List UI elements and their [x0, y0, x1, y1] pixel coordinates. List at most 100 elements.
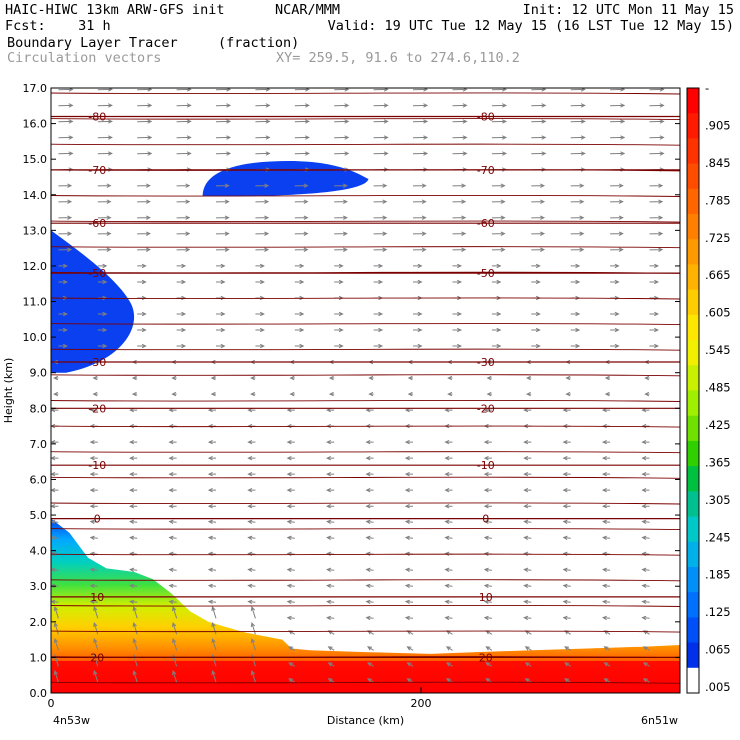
wind-vector [294, 135, 310, 140]
wind-vector [207, 487, 216, 493]
isotherm-label: -30 [477, 356, 495, 369]
colorbar-label: .665 [705, 268, 731, 282]
wind-vector [326, 455, 335, 461]
wind-vector [601, 535, 611, 541]
wind-vector [215, 199, 230, 204]
wind-vector [58, 279, 68, 285]
wind-vector [216, 263, 226, 269]
wind-vector [89, 551, 98, 557]
wind-vector [58, 343, 68, 349]
wind-vector [97, 199, 112, 204]
wind-vector [368, 375, 374, 381]
wind-vector [137, 295, 147, 301]
y-tick-label: 17.0 [23, 82, 48, 95]
wind-vector [250, 375, 256, 381]
wind-vector [445, 646, 453, 651]
colorbar-swatch [687, 314, 699, 341]
wind-vector [444, 599, 453, 605]
wind-vector [171, 375, 177, 381]
wind-vector [601, 487, 611, 493]
wind-vector [641, 455, 650, 461]
colorbar-label: .185 [705, 568, 731, 582]
y-tick-label: 3.0 [30, 580, 48, 593]
wind-vector [210, 375, 216, 381]
wind-vector [531, 135, 547, 140]
wind-vector [129, 567, 138, 573]
wind-vector [326, 487, 335, 493]
wind-vector [294, 103, 310, 108]
wind-vector [334, 263, 344, 269]
wind-vector [367, 662, 374, 667]
wind-vector [604, 391, 611, 397]
wind-vector [365, 455, 374, 461]
wind-vector [168, 535, 177, 541]
wind-vector [406, 678, 414, 683]
wind-vector [286, 439, 295, 445]
wind-vector [334, 119, 350, 124]
wind-vector [132, 606, 138, 619]
wind-vector [570, 199, 585, 204]
wind-vector [58, 231, 73, 236]
wind-vector [137, 215, 151, 220]
wind-vector [452, 247, 467, 252]
wind-vector [211, 622, 217, 635]
wind-vector [373, 215, 388, 220]
wind-vector [610, 279, 620, 285]
wind-vector [524, 678, 532, 683]
wind-vector [210, 391, 216, 397]
wind-vector [610, 135, 626, 140]
wind-vector [286, 615, 295, 621]
wind-vector [176, 183, 191, 188]
wind-vector [373, 135, 389, 140]
field-units: (fraction) [218, 35, 300, 51]
wind-vector [172, 606, 178, 619]
colorbar-swatch [687, 239, 699, 266]
isotherm-label: -50 [477, 267, 495, 280]
wind-vector [483, 535, 492, 541]
wind-vector [491, 311, 502, 317]
colorbar-swatch [687, 491, 699, 518]
wind-vector [610, 199, 624, 204]
wind-vector [137, 327, 147, 333]
wind-vector [247, 455, 256, 461]
wind-vector [373, 199, 388, 204]
wind-vector [531, 231, 546, 236]
wind-vector [137, 247, 151, 252]
wind-vector [247, 567, 256, 573]
wind-vector [294, 343, 305, 349]
wind-vector [562, 567, 571, 573]
wind-vector [412, 247, 427, 252]
wind-vector [404, 487, 413, 493]
wind-vector [247, 503, 256, 509]
colorbar-label: .605 [705, 306, 731, 320]
wind-vector [286, 455, 295, 461]
wind-vector [444, 439, 453, 445]
wind-vector [444, 567, 453, 573]
wind-vector [89, 471, 98, 477]
wind-vector [610, 183, 624, 188]
wind-vector [294, 231, 309, 236]
wind-vector [649, 199, 664, 204]
colorbar-swatch [687, 566, 699, 593]
wind-vector [129, 471, 138, 477]
wind-vector [483, 487, 492, 493]
tracer-max-band [51, 660, 680, 693]
wind-vector [255, 135, 271, 140]
wind-vector [452, 343, 463, 349]
wind-vector [523, 487, 532, 493]
isotherm-line [51, 451, 680, 454]
wind-vector [604, 375, 611, 381]
wind-vector [326, 535, 335, 541]
wind-vector [601, 599, 611, 605]
wind-vector [215, 151, 232, 156]
wind-vector [51, 455, 59, 461]
wind-vector [89, 583, 98, 589]
wind-vector [137, 119, 153, 124]
wind-vector [491, 183, 506, 188]
colorbar-label: .905 [705, 118, 731, 132]
wind-vector [373, 183, 388, 188]
wind-vector [215, 231, 230, 236]
wind-vector [211, 606, 217, 619]
wind-vector [294, 199, 309, 204]
wind-vector [562, 439, 571, 445]
